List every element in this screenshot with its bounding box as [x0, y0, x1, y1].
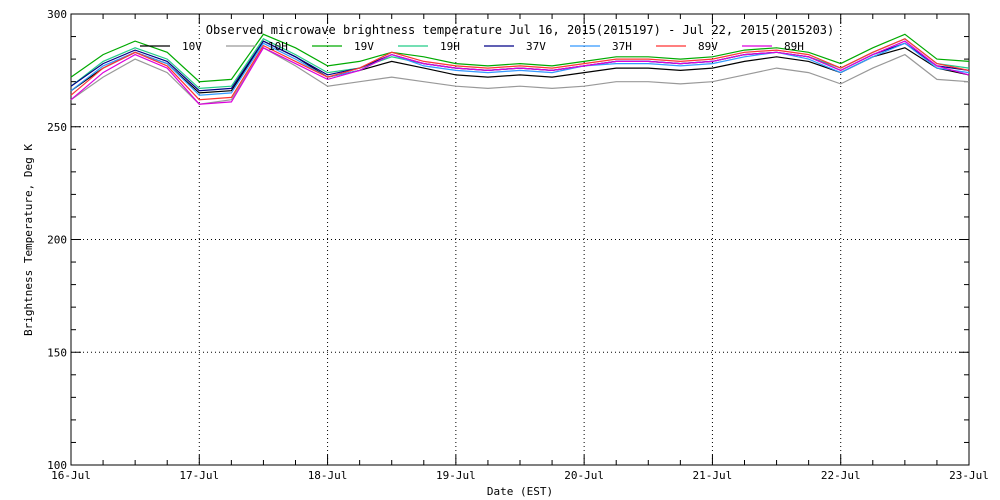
grid-layer: [71, 14, 969, 465]
legend-label: 37H: [612, 40, 632, 53]
ticks-layer: 100 150 200 250 300 16-Jul 17-Jul 18-Jul 19-Jul 2…: [47, 8, 989, 482]
legend-label: 10V: [182, 40, 202, 53]
legend: 10V 10H 19V 19H 37V 37H 89V 89H: [140, 40, 804, 53]
series-line-89h: [70, 40, 970, 105]
legend-label: 89H: [784, 40, 804, 53]
x-axis-label: Date (EST): [487, 485, 553, 498]
series-line-10v: [70, 40, 970, 94]
series-line-37h: [70, 42, 970, 96]
series-line-10h: [70, 46, 970, 105]
legend-label: 10H: [268, 40, 288, 53]
y-tick-label: 100: [47, 459, 67, 472]
y-tick-label: 200: [47, 234, 67, 247]
x-tick-label: 21-Jul: [693, 469, 733, 482]
series-line-89v: [70, 38, 970, 101]
legend-label: 19V: [354, 40, 374, 53]
x-tick-label: 19-Jul: [436, 469, 476, 482]
legend-label: 37V: [526, 40, 546, 53]
legend-label: 89V: [698, 40, 718, 53]
chart-title: Observed microwave brightness temperatur…: [206, 23, 835, 37]
x-tick-label: 20-Jul: [564, 469, 604, 482]
y-tick-label: 150: [47, 346, 67, 359]
x-tick-label: 18-Jul: [308, 469, 348, 482]
legend-label: 19H: [440, 40, 460, 53]
y-axis-label: Brightness Temperature, Deg K: [22, 144, 35, 336]
x-tick-label: 17-Jul: [179, 469, 219, 482]
x-tick-label: 22-Jul: [821, 469, 861, 482]
y-tick-label: 250: [47, 121, 67, 134]
series-line-19v: [70, 33, 970, 83]
series-layer: [70, 33, 970, 105]
x-tick-label: 16-Jul: [51, 469, 91, 482]
y-tick-label: 300: [47, 8, 67, 21]
x-tick-label: 23-Jul: [949, 469, 989, 482]
